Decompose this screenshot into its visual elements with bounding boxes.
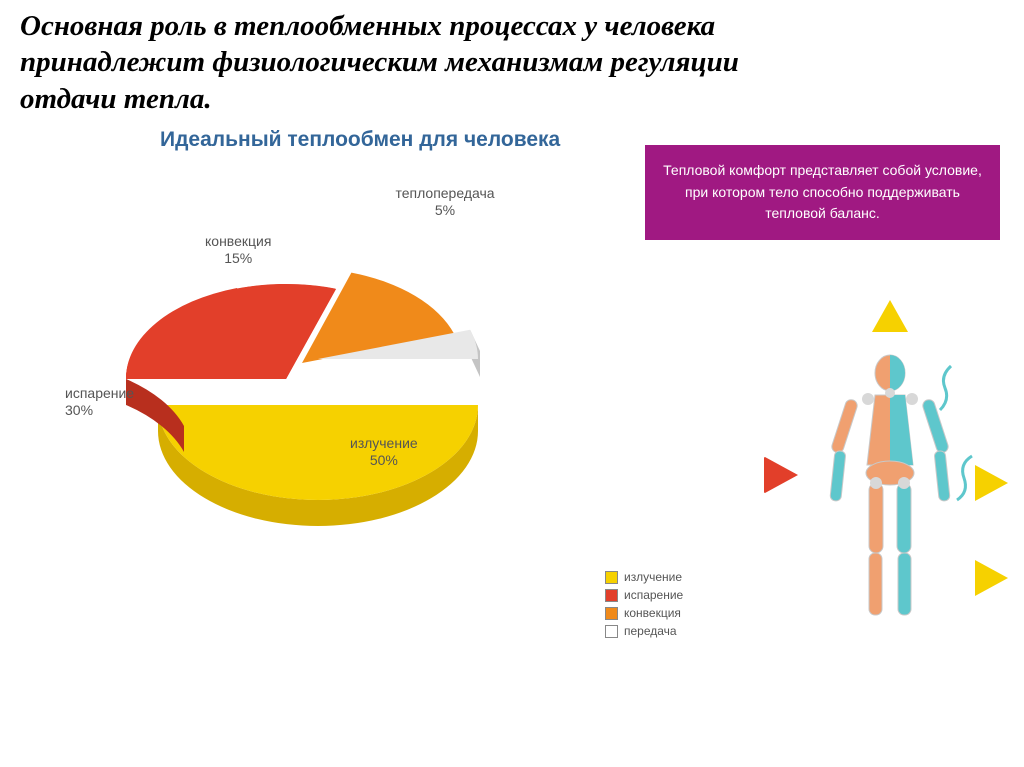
legend-item-convection: конвекция (605, 606, 683, 620)
slice-label-conduction-pct: 5% (435, 202, 455, 218)
slice-label-conduction-name: теплопередача (395, 185, 494, 201)
legend-swatch-convection (605, 607, 618, 620)
legend-label-radiation: излучение (624, 570, 682, 584)
slice-label-radiation-name: излучение (350, 435, 418, 451)
heading-line-3: отдачи тепла. (20, 83, 212, 115)
legend-item-conduction: передача (605, 624, 683, 638)
heading-line-2: принадлежит физиологическим механизмам р… (20, 46, 739, 78)
slice-label-radiation-pct: 50% (370, 452, 398, 468)
slice-label-convection: конвекция 15% (205, 233, 271, 267)
legend-item-radiation: излучение (605, 570, 683, 584)
body-diagram (760, 300, 1020, 665)
pie-chart: излучение 50% испарение 30% конвекция 15… (70, 175, 530, 575)
slice-label-evaporation-pct: 30% (65, 402, 93, 418)
slice-label-convection-name: конвекция (205, 233, 271, 249)
chart-title: Идеальный теплообмен для человека (160, 128, 560, 152)
slice-label-convection-pct: 15% (224, 250, 252, 266)
slice-label-radiation: излучение 50% (350, 435, 418, 469)
legend-item-evaporation: испарение (605, 588, 683, 602)
heading-line-1: Основная роль в теплообменных процессах … (20, 10, 715, 42)
legend-label-convection: конвекция (624, 606, 681, 620)
legend: излучение испарение конвекция передача (605, 570, 683, 642)
slice-label-evaporation-name: испарение (65, 385, 134, 401)
callout-text: Тепловой комфорт представляет собой усло… (663, 160, 982, 225)
page-heading: Основная роль в теплообменных процессах … (20, 8, 1004, 117)
legend-swatch-evaporation (605, 589, 618, 602)
slice-label-evaporation: испарение 30% (65, 385, 134, 419)
legend-label-conduction: передача (624, 624, 677, 638)
legend-swatch-radiation (605, 571, 618, 584)
legend-swatch-conduction (605, 625, 618, 638)
arrow-top-icon (872, 300, 908, 332)
slice-label-conduction: теплопередача 5% (390, 185, 500, 219)
legend-label-evaporation: испарение (624, 588, 683, 602)
callout-comfort: Тепловой комфорт представляет собой усло… (645, 145, 1000, 240)
